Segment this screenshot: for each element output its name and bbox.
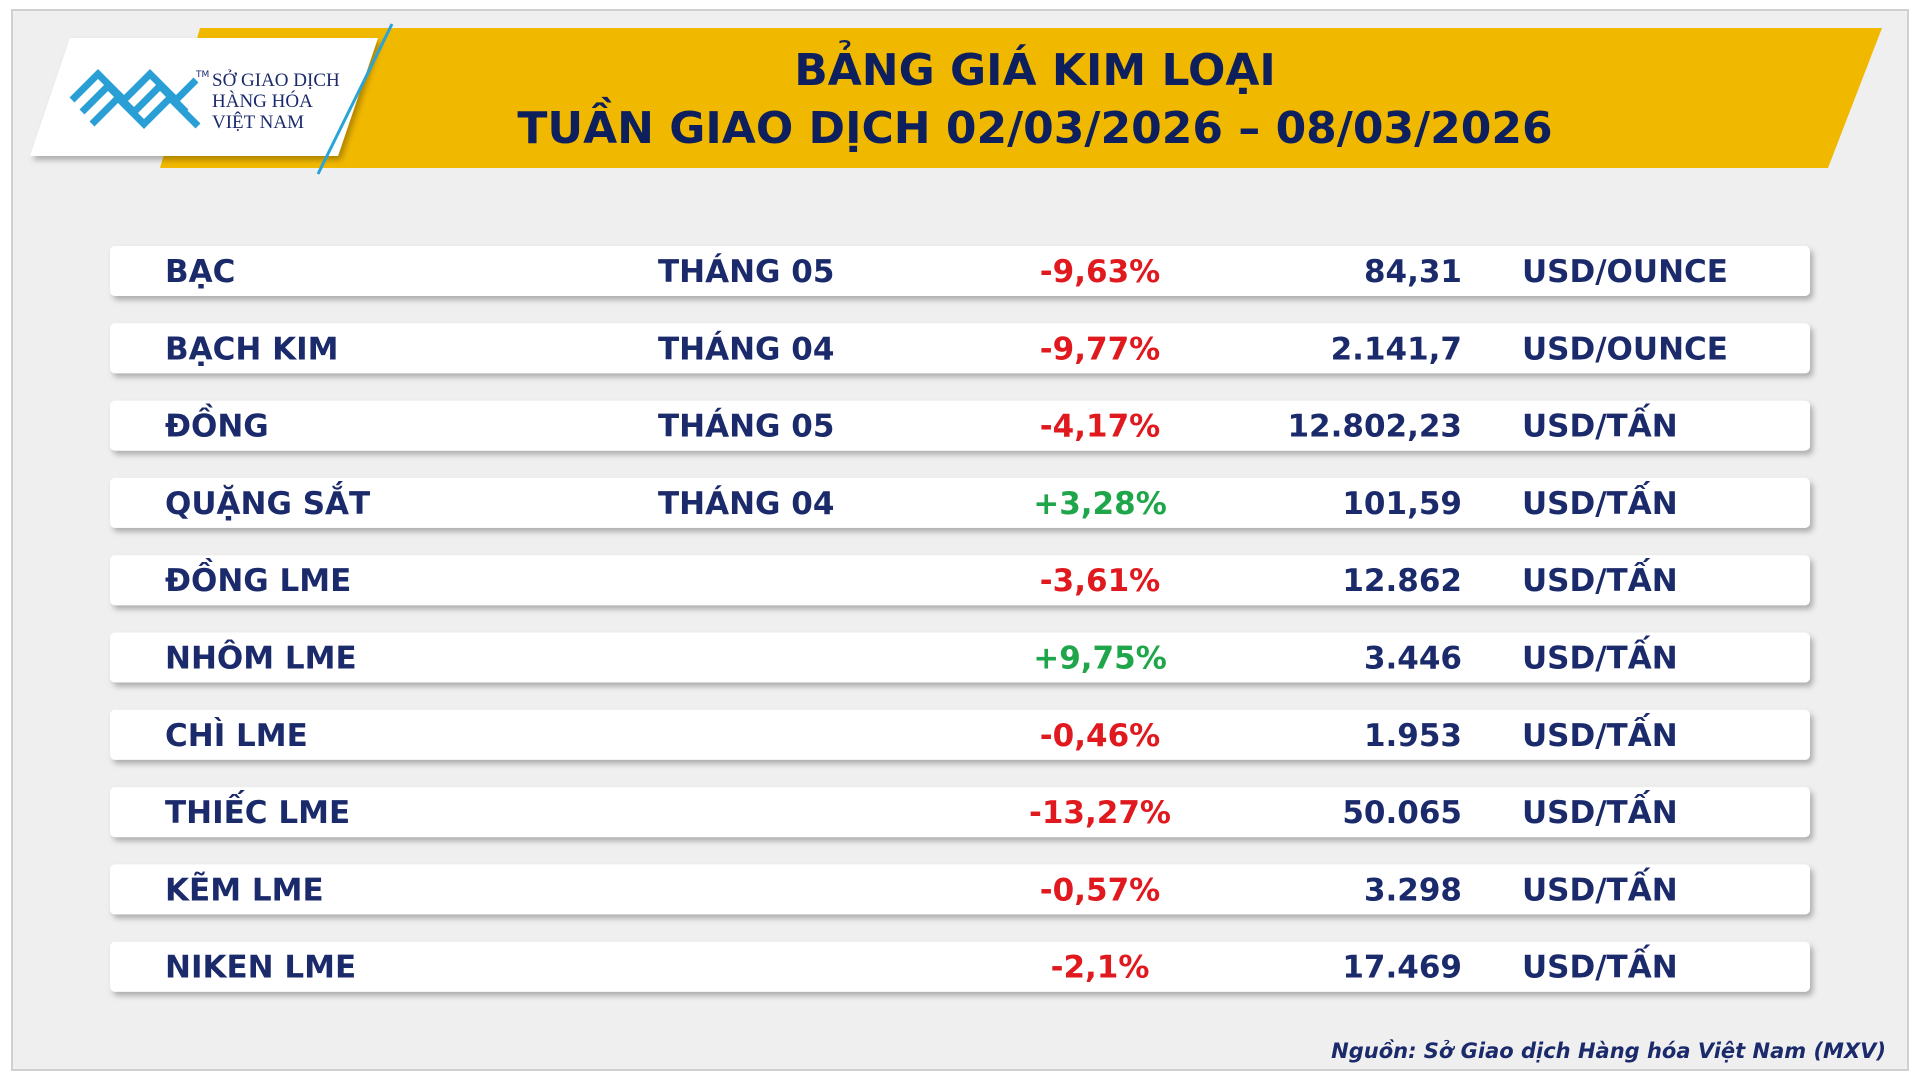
logo-line: HÀNG HÓA xyxy=(212,90,313,112)
commodity-cell: NIKEN LME xyxy=(165,950,356,986)
table-row: BẠCH KIM THÁNG 04 -9,77% 2.141,7 USD/OUNCE xyxy=(110,323,1810,374)
table-row: ĐỒNG LME -3,61% 12.862 USD/TẤN xyxy=(110,555,1810,606)
row-background xyxy=(110,477,1810,528)
price-cell: 50.065 xyxy=(1342,795,1462,831)
logo-accent xyxy=(316,23,394,175)
title-banner xyxy=(160,28,1882,168)
change-cell: -0,46% xyxy=(1040,718,1160,754)
row-background xyxy=(110,941,1810,992)
change-cell: +9,75% xyxy=(1033,641,1167,677)
price-cell: 12.862 xyxy=(1342,563,1462,599)
logo-trademark: TM xyxy=(195,70,209,80)
contract-cell: THÁNG 05 xyxy=(658,254,834,290)
unit-cell: USD/TẤN xyxy=(1522,714,1678,754)
commodity-cell: QUẶNG SẮT xyxy=(165,482,370,522)
row-background xyxy=(110,709,1810,760)
commodity-cell: KẼM LME xyxy=(165,871,324,908)
price-cell: 3.446 xyxy=(1364,641,1462,677)
logo-line: SỞ GIAO DỊCH xyxy=(212,69,340,91)
row-background xyxy=(110,400,1810,451)
unit-cell: USD/TẤN xyxy=(1522,559,1678,599)
table-row: CHÌ LME -0,46% 1.953 USD/TẤN xyxy=(110,709,1810,760)
price-cell: 2.141,7 xyxy=(1331,331,1462,367)
change-cell: -9,77% xyxy=(1040,331,1160,367)
title-line: BẢNG GIÁ KIM LOẠI xyxy=(794,39,1276,96)
change-cell: -3,61% xyxy=(1040,563,1160,599)
contract-cell: THÁNG 04 xyxy=(658,486,834,522)
row-background xyxy=(110,864,1810,915)
commodity-cell: NHÔM LME xyxy=(165,640,357,677)
logo-panel xyxy=(30,38,378,156)
table-row: NIKEN LME -2,1% 17.469 USD/TẤN xyxy=(110,941,1810,992)
commodity-cell: ĐỒNG LME xyxy=(165,558,351,599)
table-row: BẠC THÁNG 05 -9,63% 84,31 USD/OUNCE xyxy=(110,246,1810,296)
logo-mark xyxy=(69,69,201,129)
change-cell: -0,57% xyxy=(1040,872,1160,908)
unit-cell: USD/TẤN xyxy=(1522,637,1678,677)
commodity-cell: CHÌ LME xyxy=(165,718,308,754)
price-cell: 12.802,23 xyxy=(1287,409,1462,445)
price-cell: 84,31 xyxy=(1364,254,1462,290)
price-cell: 3.298 xyxy=(1364,872,1462,908)
commodity-cell: THIẾC LME xyxy=(165,791,350,831)
commodity-cell: BẠCH KIM xyxy=(165,331,339,367)
table-row: QUẶNG SẮT THÁNG 04 +3,28% 101,59 USD/TẤN xyxy=(110,477,1810,528)
unit-cell: USD/TẤN xyxy=(1522,946,1678,986)
table-row: KẼM LME -0,57% 3.298 USD/TẤN xyxy=(110,864,1810,915)
title-line: TUẦN GIAO DỊCH 02/03/2026 – 08/03/2026 xyxy=(517,96,1552,154)
change-cell: +3,28% xyxy=(1033,486,1167,522)
table-row: THIẾC LME -13,27% 50.065 USD/TẤN xyxy=(110,787,1810,838)
row-background xyxy=(110,632,1810,683)
row-background xyxy=(110,323,1810,374)
table-row: NHÔM LME +9,75% 3.446 USD/TẤN xyxy=(110,632,1810,683)
logo-line: VIỆT NAM xyxy=(212,111,304,133)
table-row: ĐỒNG THÁNG 05 -4,17% 12.802,23 USD/TẤN xyxy=(110,400,1810,451)
unit-cell: USD/OUNCE xyxy=(1522,331,1728,367)
change-cell: -4,17% xyxy=(1040,409,1160,445)
unit-cell: USD/OUNCE xyxy=(1522,254,1728,290)
change-cell: -13,27% xyxy=(1029,795,1171,831)
unit-cell: USD/TẤN xyxy=(1522,868,1678,908)
row-background xyxy=(110,787,1810,838)
price-cell: 101,59 xyxy=(1342,486,1462,522)
price-cell: 1.953 xyxy=(1364,718,1462,754)
unit-cell: USD/TẤN xyxy=(1522,482,1678,522)
commodity-cell: ĐỒNG xyxy=(165,404,269,445)
row-background xyxy=(110,555,1810,606)
change-cell: -9,63% xyxy=(1040,254,1160,290)
unit-cell: USD/TẤN xyxy=(1522,791,1678,831)
contract-cell: THÁNG 05 xyxy=(658,409,834,445)
price-cell: 17.469 xyxy=(1342,950,1462,986)
commodity-cell: BẠC xyxy=(165,254,235,290)
source: Nguồn: Sở Giao dịch Hàng hóa Việt Nam (M… xyxy=(1331,1039,1886,1063)
change-cell: -2,1% xyxy=(1051,950,1150,986)
contract-cell: THÁNG 04 xyxy=(658,331,834,367)
unit-cell: USD/TẤN xyxy=(1522,405,1678,445)
row-background xyxy=(110,246,1810,296)
